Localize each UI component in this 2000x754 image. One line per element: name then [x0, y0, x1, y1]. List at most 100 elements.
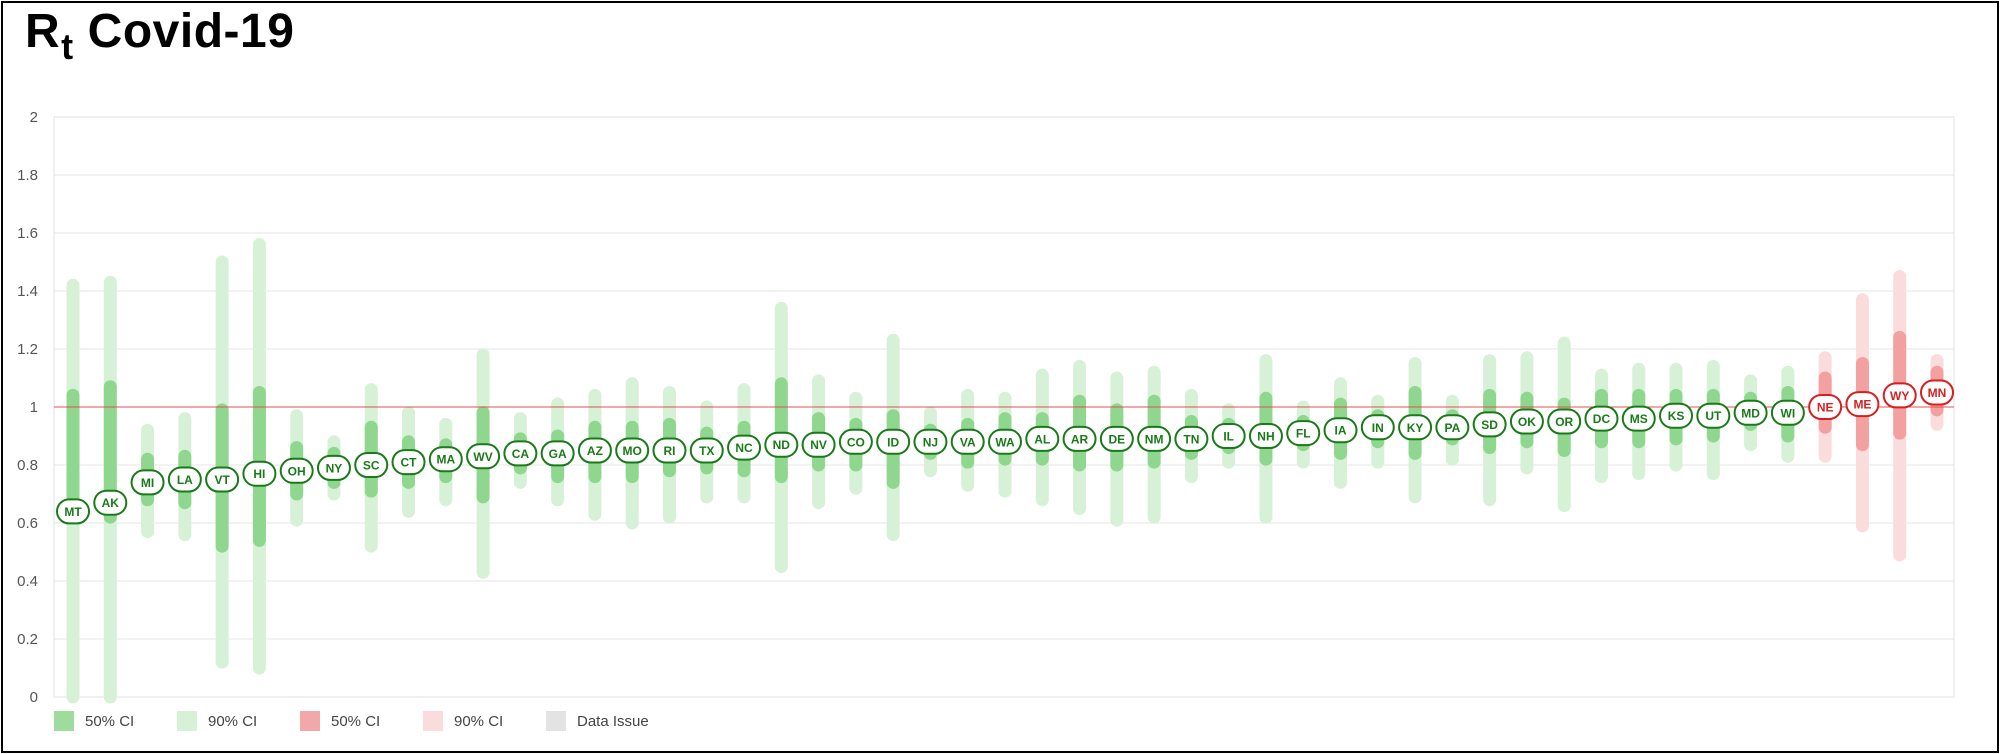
point-marker-hi — [242, 460, 277, 487]
point-label-sd: SD — [1481, 418, 1498, 432]
point-marker-co — [838, 428, 873, 455]
point-label-dc: DC — [1593, 412, 1611, 426]
point-label-al: AL — [1034, 432, 1050, 446]
point-label-ut: UT — [1705, 409, 1722, 423]
point-marker-wa — [988, 428, 1022, 455]
legend-label: 90% CI — [208, 713, 257, 730]
point-label-va: VA — [960, 435, 976, 449]
point-label-mt: MT — [64, 505, 82, 519]
point-marker-ar — [1062, 425, 1097, 452]
point-label-nh: NH — [1257, 430, 1274, 444]
y-tick-label: 0.4 — [17, 573, 38, 590]
point-marker-nc — [727, 434, 762, 461]
y-tick-label: 0 — [30, 689, 38, 706]
legend-swatch — [54, 711, 74, 731]
point-label-vt: VT — [214, 473, 230, 487]
point-marker-ia — [1323, 417, 1358, 444]
point-label-ca: CA — [512, 447, 530, 461]
point-marker-ak — [93, 489, 128, 516]
point-label-mn: MN — [1928, 386, 1947, 400]
point-marker-ok — [1509, 408, 1544, 435]
point-label-oh: OH — [288, 464, 306, 478]
point-marker-tx — [689, 437, 724, 464]
point-label-wi: WI — [1781, 406, 1796, 420]
y-tick-label: 1 — [30, 399, 38, 416]
point-label-ar: AR — [1071, 432, 1089, 446]
legend-label: Data Issue — [577, 713, 649, 730]
point-label-or: OR — [1555, 415, 1573, 429]
point-marker-id — [876, 428, 911, 455]
point-marker-pa — [1435, 414, 1470, 441]
point-marker-fl — [1286, 420, 1321, 447]
point-marker-md — [1733, 399, 1768, 426]
legend-label: 50% CI — [85, 713, 134, 730]
legend-swatch — [300, 711, 320, 731]
y-tick-label: 1.2 — [17, 341, 38, 358]
chart-title: Rt Covid-19 — [25, 4, 295, 67]
point-marker-wi — [1770, 399, 1805, 426]
y-tick-label: 0.2 — [17, 631, 38, 648]
point-marker-me — [1845, 391, 1880, 418]
point-marker-az — [577, 437, 612, 464]
legend-label: 50% CI — [331, 713, 380, 730]
point-label-id: ID — [887, 435, 899, 449]
point-label-wa: WA — [995, 435, 1015, 449]
point-label-mo: MO — [623, 444, 642, 458]
point-label-nc: NC — [735, 441, 753, 455]
point-label-fl: FL — [1296, 427, 1311, 441]
legend-swatch — [423, 711, 443, 731]
point-label-ma: MA — [436, 453, 455, 467]
point-marker-ga — [540, 440, 575, 467]
point-label-nv: NV — [810, 438, 827, 452]
point-marker-mn — [1920, 379, 1954, 406]
point-label-me: ME — [1853, 398, 1871, 412]
point-label-ct: CT — [401, 456, 418, 470]
y-tick-label: 1.4 — [17, 283, 38, 300]
point-marker-wy — [1882, 382, 1917, 409]
point-label-az: AZ — [587, 444, 603, 458]
point-label-wv: WV — [473, 450, 492, 464]
point-marker-wv — [466, 443, 501, 470]
y-tick-label: 1.6 — [17, 225, 38, 242]
title-rest: Covid-19 — [87, 5, 295, 58]
point-marker-mi — [130, 469, 165, 496]
point-label-ne: NE — [1817, 401, 1834, 415]
point-label-ms: MS — [1630, 412, 1648, 426]
point-marker-ca — [503, 440, 538, 467]
y-tick-label: 1.8 — [17, 167, 38, 184]
point-marker-va — [950, 428, 985, 455]
point-marker-ri — [652, 437, 687, 464]
point-label-pa: PA — [1444, 421, 1460, 435]
point-label-tx: TX — [699, 444, 714, 458]
title-main: R — [25, 5, 61, 58]
point-label-nd: ND — [773, 438, 791, 452]
point-label-hi: HI — [253, 467, 265, 481]
point-label-ky: KY — [1407, 421, 1424, 435]
point-marker-il — [1211, 423, 1246, 449]
point-marker-mt — [56, 498, 90, 525]
point-label-tn: TN — [1183, 432, 1199, 446]
point-marker-de — [1099, 425, 1134, 452]
point-label-ks: KS — [1668, 409, 1685, 423]
legend-swatch — [546, 711, 566, 731]
point-label-mi: MI — [141, 476, 154, 490]
point-marker-or — [1547, 408, 1582, 435]
point-label-in: IN — [1372, 421, 1384, 435]
point-label-ri: RI — [663, 444, 675, 458]
point-marker-nm — [1137, 425, 1172, 452]
point-marker-ct — [391, 449, 426, 476]
legend-swatch — [177, 711, 197, 731]
point-marker-ma — [428, 446, 463, 473]
point-marker-ut — [1696, 402, 1731, 429]
point-marker-nv — [801, 431, 836, 458]
point-marker-la — [167, 466, 202, 493]
legend-label: 90% CI — [454, 713, 503, 730]
point-label-ny: NY — [326, 461, 343, 475]
point-marker-mo — [615, 437, 650, 464]
point-marker-dc — [1584, 405, 1619, 432]
point-marker-tn — [1174, 425, 1209, 452]
point-marker-ms — [1621, 405, 1656, 432]
point-label-nj: NJ — [923, 435, 938, 449]
